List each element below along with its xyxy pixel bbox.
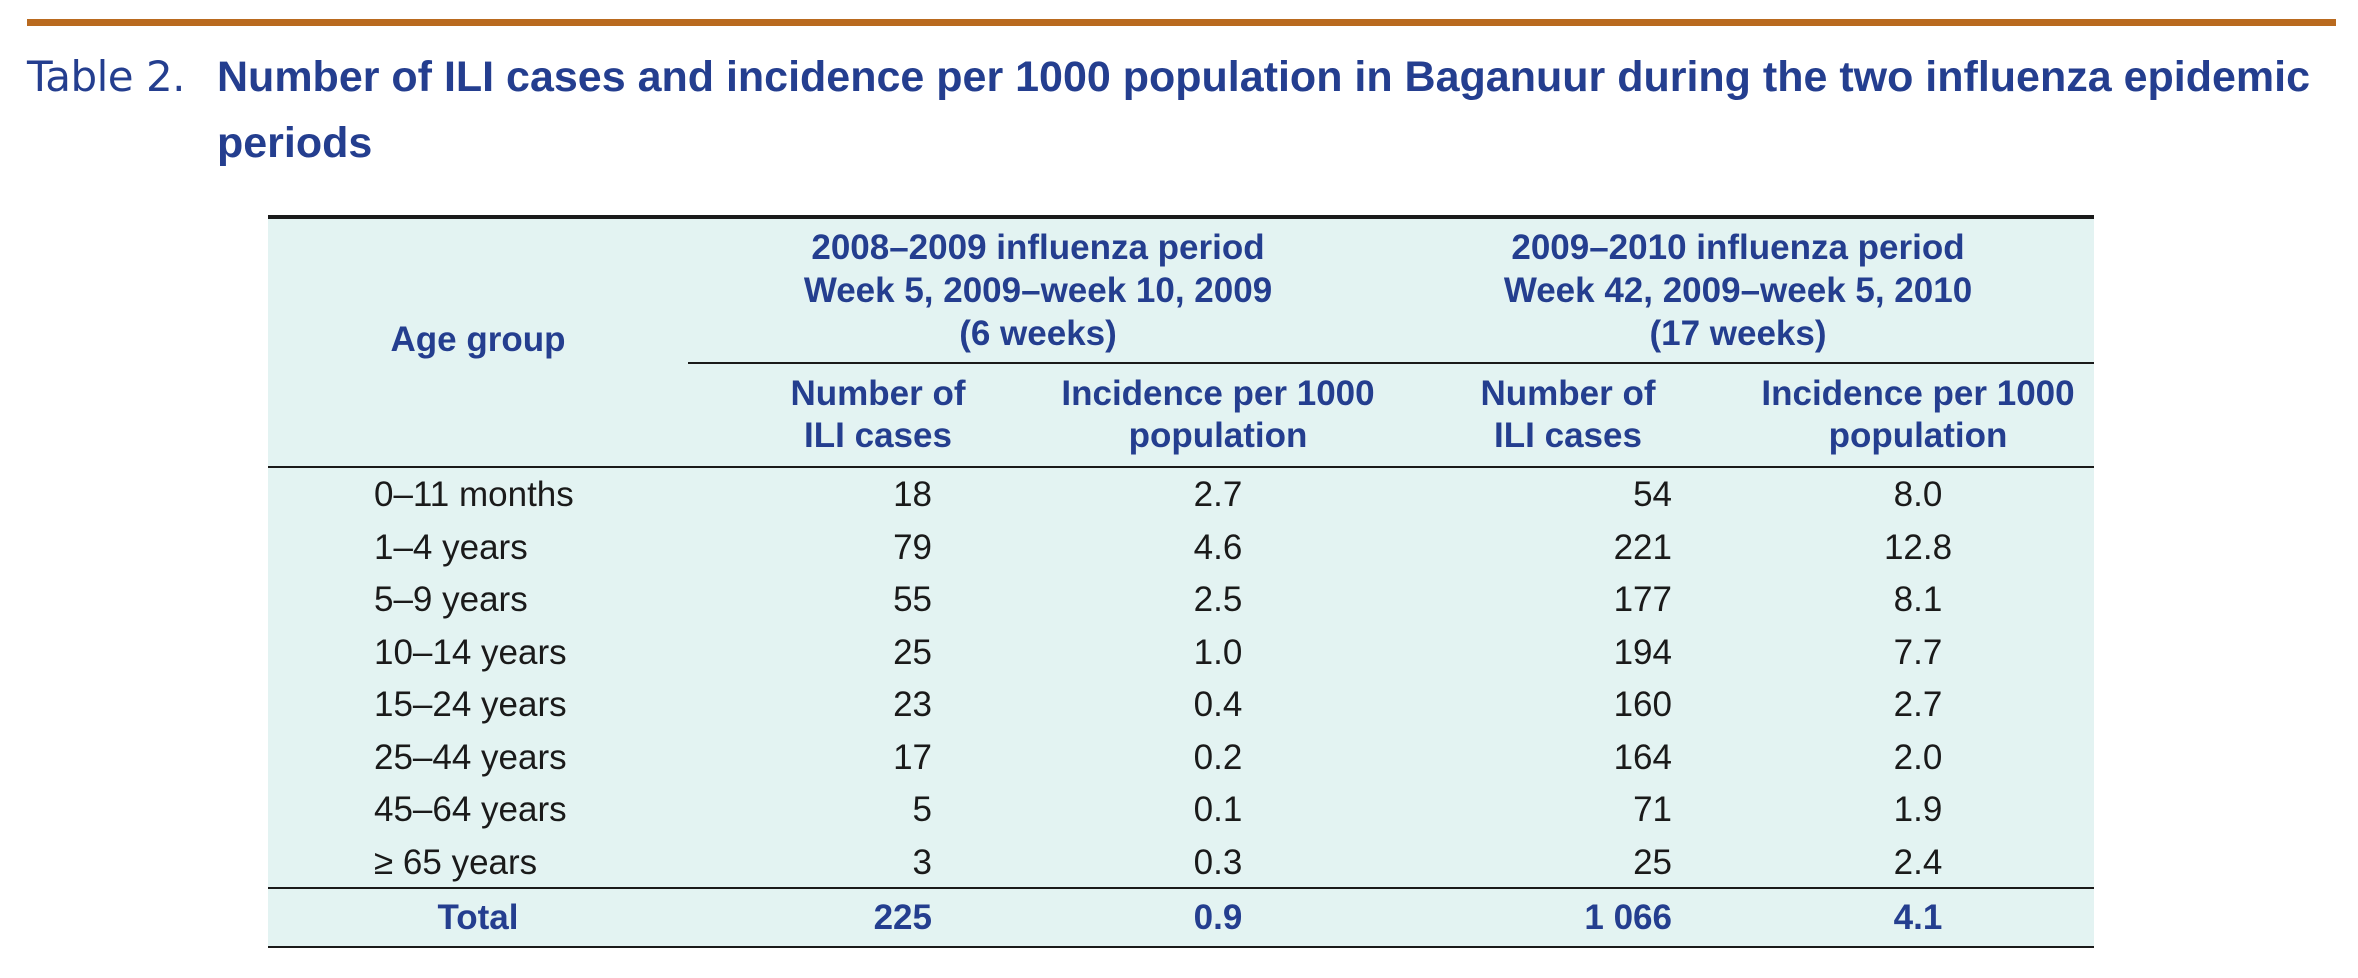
total-p2-incidence: 4.1 <box>1893 898 1943 937</box>
p2-cases-cell: 221 <box>1613 528 1672 567</box>
p2-cases-cell: 54 <box>1633 475 1672 514</box>
data-table: Age group 2008–2009 influenza period Wee… <box>268 215 2094 948</box>
p1-incidence-cell: 0.1 <box>1193 790 1243 829</box>
age-cell: 10–14 years <box>374 633 567 672</box>
p2-incidence-cell: 2.0 <box>1893 738 1943 777</box>
table-top-rule <box>268 215 2094 219</box>
p2-cases-cell: 25 <box>1633 843 1672 882</box>
age-cell: 45–64 years <box>374 790 567 829</box>
age-cell: 25–44 years <box>374 738 567 777</box>
p1-cases-cell: 23 <box>893 685 932 724</box>
period2-cases-header-line2: ILI cases <box>1494 416 1642 455</box>
age-cell: ≥ 65 years <box>374 843 538 882</box>
total-p1-cases: 225 <box>873 898 932 937</box>
header-bottom-rule <box>268 466 2094 468</box>
p1-incidence-cell: 0.4 <box>1193 685 1243 724</box>
total-label: Total <box>437 898 519 937</box>
period1-header-rule <box>688 362 2094 364</box>
age-cell: 15–24 years <box>374 685 567 724</box>
p2-cases-cell: 194 <box>1613 633 1672 672</box>
caption-title: Number of ILI cases and incidence per 10… <box>217 53 2310 167</box>
p1-incidence-cell: 1.0 <box>1193 633 1243 672</box>
period1-duration: (6 weeks) <box>959 314 1117 353</box>
p2-incidence-cell: 8.0 <box>1893 475 1943 514</box>
p1-incidence-cell: 2.7 <box>1193 475 1243 514</box>
total-top-rule <box>268 887 2094 889</box>
period1-weeks-range: Week 5, 2009–week 10, 2009 <box>803 271 1273 310</box>
p2-cases-cell: 164 <box>1613 738 1672 777</box>
p2-incidence-cell: 8.1 <box>1893 580 1943 619</box>
p2-incidence-cell: 12.8 <box>1883 528 1953 567</box>
p1-incidence-cell: 2.5 <box>1193 580 1243 619</box>
top-accent-rule <box>27 19 2336 26</box>
p2-incidence-cell: 2.4 <box>1893 843 1943 882</box>
p1-cases-cell: 25 <box>893 633 932 672</box>
period1-cases-header-line2: ILI cases <box>804 416 952 455</box>
age-cell: 0–11 months <box>374 475 574 514</box>
p1-incidence-cell: 4.6 <box>1193 528 1243 567</box>
period1-title: 2008–2009 influenza period <box>811 228 1265 267</box>
age-group-header: Age group <box>390 320 566 359</box>
period2-cases-header-line1: Number of <box>1480 374 1656 413</box>
period1-incidence-header-line2: population <box>1128 416 1308 455</box>
period2-incidence-header-line2: population <box>1828 416 2008 455</box>
p2-incidence-cell: 7.7 <box>1893 633 1943 672</box>
p1-cases-cell: 55 <box>893 580 932 619</box>
p1-cases-cell: 5 <box>912 790 932 829</box>
p1-cases-cell: 3 <box>912 843 932 882</box>
p1-cases-cell: 17 <box>893 738 932 777</box>
p1-cases-cell: 79 <box>893 528 932 567</box>
period2-weeks-range: Week 42, 2009–week 5, 2010 <box>1503 271 1973 310</box>
p1-cases-cell: 18 <box>893 475 932 514</box>
age-cell: 1–4 years <box>374 528 528 567</box>
p2-cases-cell: 71 <box>1633 790 1672 829</box>
p1-incidence-cell: 0.3 <box>1193 843 1243 882</box>
period1-cases-header-line1: Number of <box>790 374 966 413</box>
period2-incidence-header-line1: Incidence per 1000 <box>1761 374 2075 413</box>
period1-incidence-header-line1: Incidence per 1000 <box>1061 374 1375 413</box>
p2-cases-cell: 160 <box>1613 685 1672 724</box>
period2-title: 2009–2010 influenza period <box>1511 228 1965 267</box>
p2-cases-cell: 177 <box>1613 580 1672 619</box>
p1-incidence-cell: 0.2 <box>1193 738 1243 777</box>
p2-incidence-cell: 2.7 <box>1893 685 1943 724</box>
total-p2-cases: 1 066 <box>1584 898 1672 937</box>
period2-duration: (17 weeks) <box>1649 314 1827 353</box>
table-bottom-rule <box>268 946 2094 948</box>
total-p1-incidence: 0.9 <box>1193 898 1243 937</box>
p2-incidence-cell: 1.9 <box>1893 790 1943 829</box>
caption-label: Table 2. <box>27 52 186 101</box>
age-cell: 5–9 years <box>374 580 528 619</box>
